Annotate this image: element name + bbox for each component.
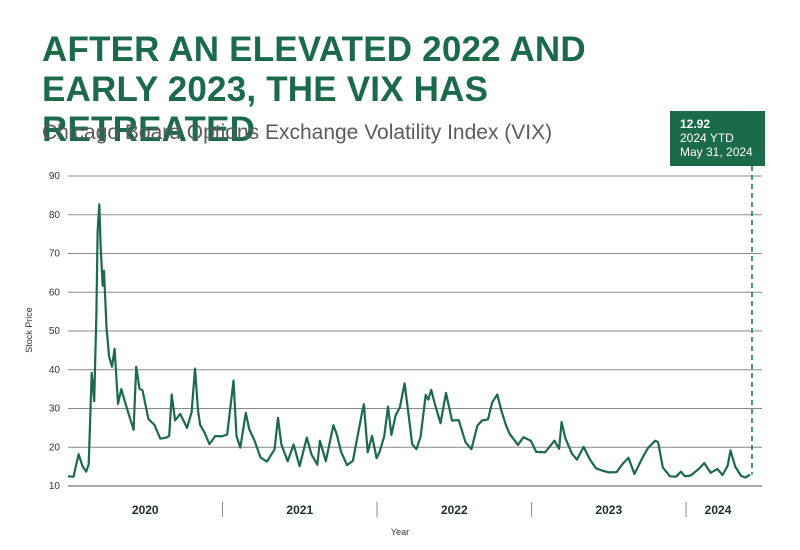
y-tick-label-50: 50 bbox=[49, 326, 61, 337]
x-tick-label-2020: 2020 bbox=[132, 503, 159, 517]
chart-subtitle: Chicago Board Options Exchange Volatilit… bbox=[42, 121, 553, 144]
x-tick-label-2024: 2024 bbox=[705, 503, 732, 517]
x-tick-label-2023: 2023 bbox=[595, 503, 622, 517]
callout-value: 12.92 bbox=[680, 117, 711, 131]
callout-date: May 31, 2024 bbox=[680, 145, 753, 159]
vix-series-line bbox=[67, 203, 751, 479]
series-layer bbox=[67, 203, 751, 479]
y-tick-label-20: 20 bbox=[49, 442, 61, 453]
y-tick-label-60: 60 bbox=[49, 287, 61, 298]
x-tick-label-2021: 2021 bbox=[286, 503, 313, 517]
callout-period: 2024 YTD bbox=[680, 131, 734, 145]
x-tick-label-2022: 2022 bbox=[441, 503, 468, 517]
chart-title: AFTER AN ELEVATED 2022 AND EARLY 2023, T… bbox=[42, 30, 586, 149]
y-tick-label-80: 80 bbox=[49, 210, 61, 221]
y-tick-label-30: 30 bbox=[49, 404, 61, 415]
x-axis: 2020 2021 2022 2023 2024 bbox=[68, 485, 762, 517]
end-value-callout: 12.92 2024 YTD May 31, 2024 bbox=[670, 111, 765, 166]
y-tick-label-70: 70 bbox=[49, 249, 61, 260]
y-axis-label: Stock Price bbox=[24, 307, 34, 353]
y-tick-label-40: 40 bbox=[49, 365, 61, 376]
y-tick-label-90: 90 bbox=[49, 171, 61, 182]
x-axis-label: Year bbox=[391, 527, 409, 537]
y-tick-label-10: 10 bbox=[49, 481, 61, 492]
y-axis-ticks: 10 20 30 40 50 60 70 80 90 bbox=[49, 171, 61, 492]
gridlines bbox=[68, 175, 762, 487]
